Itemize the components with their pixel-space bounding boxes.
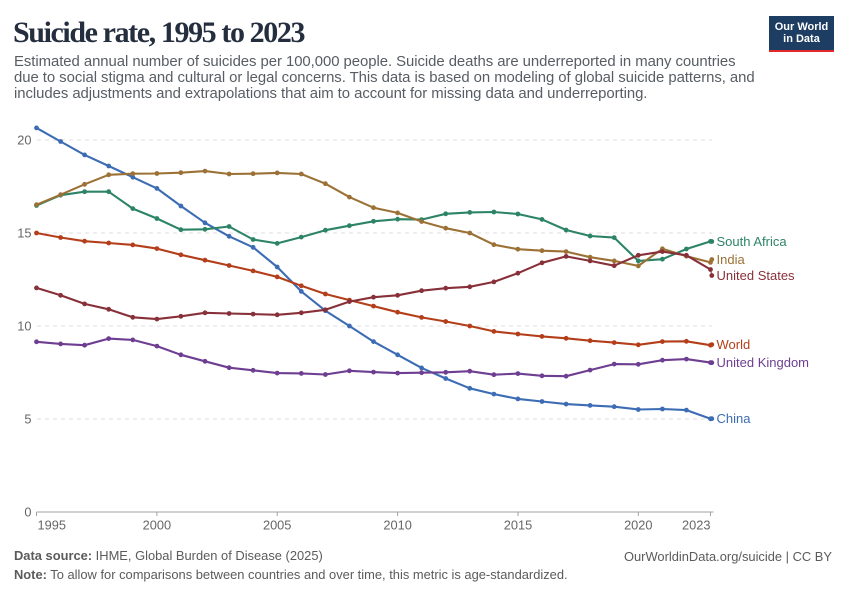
svg-text:China: China bbox=[717, 411, 752, 426]
svg-text:2015: 2015 bbox=[504, 518, 532, 533]
svg-text:0: 0 bbox=[24, 504, 31, 519]
svg-text:15: 15 bbox=[17, 225, 31, 240]
svg-text:1995: 1995 bbox=[38, 518, 66, 533]
svg-text:10: 10 bbox=[17, 318, 31, 333]
svg-text:India: India bbox=[717, 252, 746, 267]
svg-text:2010: 2010 bbox=[383, 518, 411, 533]
svg-text:2020: 2020 bbox=[624, 518, 652, 533]
svg-text:20: 20 bbox=[17, 132, 31, 147]
svg-text:5: 5 bbox=[24, 411, 31, 426]
svg-text:South Africa: South Africa bbox=[717, 234, 788, 249]
svg-text:United Kingdom: United Kingdom bbox=[717, 355, 810, 370]
svg-text:United States: United States bbox=[717, 268, 796, 283]
svg-text:2023: 2023 bbox=[682, 518, 710, 533]
svg-text:World: World bbox=[717, 337, 751, 352]
svg-text:2000: 2000 bbox=[143, 518, 171, 533]
svg-text:2005: 2005 bbox=[263, 518, 291, 533]
